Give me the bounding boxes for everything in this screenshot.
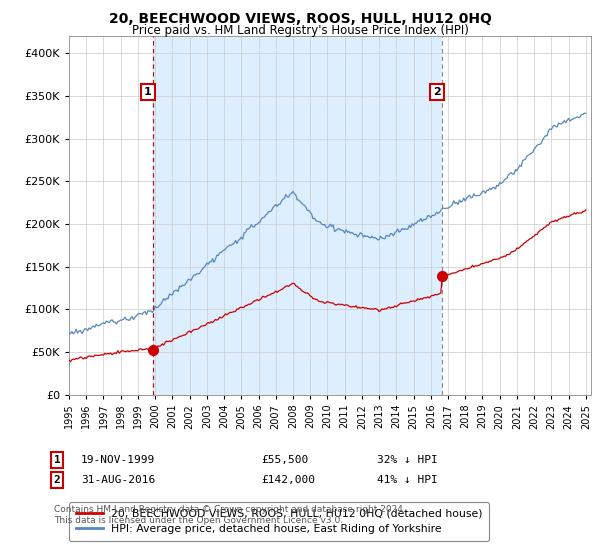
Text: £142,000: £142,000 (261, 475, 315, 485)
Text: 2: 2 (433, 87, 441, 97)
Text: 31-AUG-2016: 31-AUG-2016 (81, 475, 155, 485)
Text: 41% ↓ HPI: 41% ↓ HPI (377, 475, 437, 485)
Text: 1: 1 (144, 87, 152, 97)
Bar (153, 36, 442, 395)
Text: £55,500: £55,500 (261, 455, 308, 465)
Legend: 20, BEECHWOOD VIEWS, ROOS, HULL, HU12 0HQ (detached house), HPI: Average price, : 20, BEECHWOOD VIEWS, ROOS, HULL, HU12 0H… (69, 502, 490, 541)
Text: 20, BEECHWOOD VIEWS, ROOS, HULL, HU12 0HQ: 20, BEECHWOOD VIEWS, ROOS, HULL, HU12 0H… (109, 12, 491, 26)
Text: 19-NOV-1999: 19-NOV-1999 (81, 455, 155, 465)
Text: 32% ↓ HPI: 32% ↓ HPI (377, 455, 437, 465)
Text: 2: 2 (53, 475, 61, 485)
Text: Contains HM Land Registry data © Crown copyright and database right 2024.
This d: Contains HM Land Registry data © Crown c… (54, 505, 406, 525)
Text: 1: 1 (53, 455, 61, 465)
Text: Price paid vs. HM Land Registry's House Price Index (HPI): Price paid vs. HM Land Registry's House … (131, 24, 469, 36)
